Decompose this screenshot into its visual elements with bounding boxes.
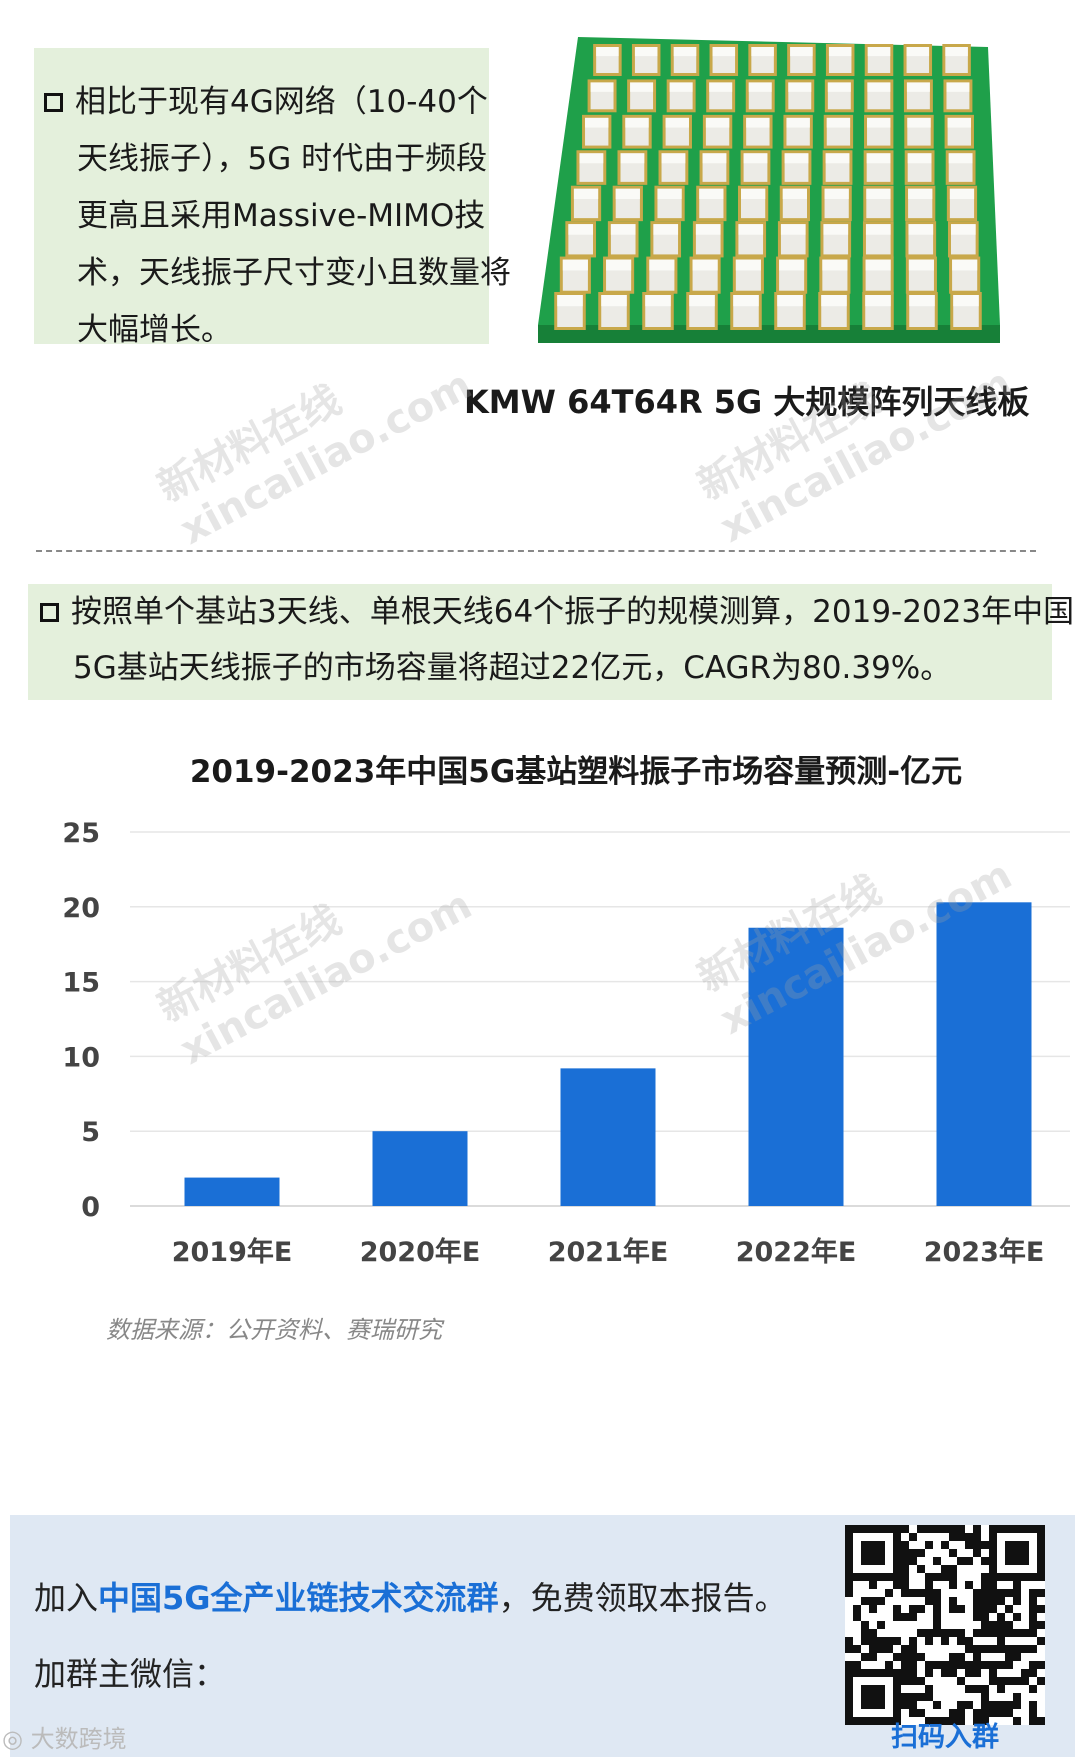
image-caption: KMW 64T64R 5G 大规模阵列天线板 (464, 383, 1030, 421)
bar (184, 1177, 280, 1206)
bar-chart: 2019-2023年中国5G基站塑料振子市场容量预测-亿元 0 5 10 15 20 25… (62, 754, 1070, 1268)
watermark: 新材料在线 xincailiao.com (690, 359, 1020, 552)
qr-code-image[interactable] (845, 1525, 1045, 1725)
join-group-text: 加入中国5G全产业链技术交流群，免费领取本报告。 (34, 1579, 787, 1617)
bar (372, 1131, 468, 1206)
chart-title: 2019-2023年中国5G基站塑料振子市场容量预测-亿元 (190, 754, 962, 790)
y-tick-label: 0 (81, 1192, 100, 1223)
x-tick-label: 2022年E (736, 1236, 857, 1268)
bullet-text-1: 相比于现有4G网络（10-40个天线振子），5G 时代由于频段更高且采用Mass… (44, 74, 517, 359)
y-tick-label: 10 (62, 1042, 100, 1073)
x-tick-label: 2020年E (360, 1236, 481, 1268)
bar (748, 927, 844, 1206)
square-bullet-icon (44, 93, 63, 112)
bullet-text-2: 按照单个基站3天线、单根天线64个振子的规模测算，2019-2023年中国5G基… (40, 584, 1078, 696)
data-source: 数据来源：公开资料、赛瑞研究 (106, 1316, 442, 1344)
y-tick-label: 20 (62, 893, 100, 924)
bullet-box-2: 按照单个基站3天线、单根天线64个振子的规模测算，2019-2023年中国5G基… (28, 584, 1074, 700)
group-name-link[interactable]: 中国5G全产业链技术交流群 (98, 1579, 499, 1617)
section-divider (36, 550, 1036, 552)
antenna-board-image (538, 37, 1000, 343)
square-bullet-icon (40, 603, 59, 622)
bar (560, 1068, 656, 1206)
x-tick-label: 2021年E (548, 1236, 669, 1268)
y-tick-label: 15 (62, 968, 100, 999)
bar (936, 902, 1032, 1206)
scan-to-join-label: 扫码入群 (891, 1722, 999, 1753)
wechat-label: 加群主微信： (34, 1655, 227, 1693)
x-tick-label: 2019年E (172, 1236, 293, 1268)
brand-watermark: ◎ 大数跨境 (2, 1725, 127, 1753)
x-tick-label: 2023年E (924, 1236, 1045, 1268)
y-tick-label: 25 (62, 818, 100, 849)
y-tick-label: 5 (81, 1117, 100, 1148)
bullet-box-1: 相比于现有4G网络（10-40个天线振子），5G 时代由于频段更高且采用Mass… (34, 48, 511, 348)
footer-banner: 加入中国5G全产业链技术交流群，免费领取本报告。 加群主微信： 扫码入群 (10, 1515, 1075, 1757)
brand-logo-icon: ◎ (2, 1725, 23, 1753)
